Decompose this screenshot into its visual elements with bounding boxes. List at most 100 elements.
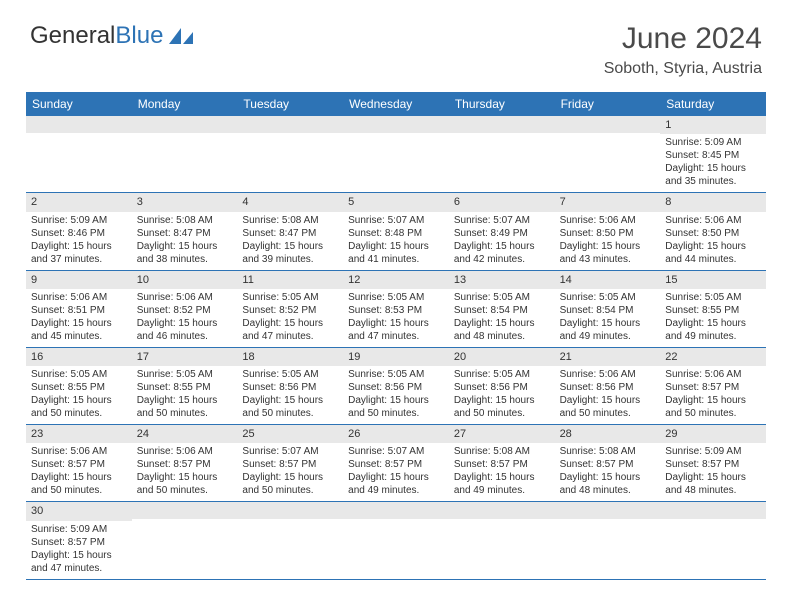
day-number: 4	[237, 193, 343, 211]
day-number: 3	[132, 193, 238, 211]
day-number	[132, 116, 238, 133]
sunrise-line: Sunrise: 5:09 AM	[31, 523, 127, 536]
page-title: June 2024	[604, 22, 762, 56]
sail-icon	[167, 26, 195, 46]
sunset-line: Sunset: 8:46 PM	[31, 227, 127, 240]
header: GeneralBlue June 2024 Soboth, Styria, Au…	[0, 0, 792, 86]
daylight-line: Daylight: 15 hours and 50 minutes.	[137, 394, 233, 420]
sunrise-line: Sunrise: 5:07 AM	[454, 214, 550, 227]
calendar-day: 9Sunrise: 5:06 AMSunset: 8:51 PMDaylight…	[26, 271, 132, 347]
calendar-day: 1Sunrise: 5:09 AMSunset: 8:45 PMDaylight…	[660, 116, 766, 192]
sunset-line: Sunset: 8:57 PM	[665, 381, 761, 394]
calendar-empty-cell	[555, 116, 661, 192]
day-number: 18	[237, 348, 343, 366]
day-number: 1	[660, 116, 766, 134]
day-number	[237, 116, 343, 133]
day-number	[132, 502, 238, 519]
calendar-day: 24Sunrise: 5:06 AMSunset: 8:57 PMDayligh…	[132, 425, 238, 501]
sunrise-line: Sunrise: 5:08 AM	[560, 445, 656, 458]
day-number: 19	[343, 348, 449, 366]
calendar-day: 5Sunrise: 5:07 AMSunset: 8:48 PMDaylight…	[343, 193, 449, 269]
day-number: 5	[343, 193, 449, 211]
calendar-week: 23Sunrise: 5:06 AMSunset: 8:57 PMDayligh…	[26, 425, 766, 502]
day-header-cell: Wednesday	[343, 92, 449, 116]
sunset-line: Sunset: 8:56 PM	[242, 381, 338, 394]
daylight-line: Daylight: 15 hours and 50 minutes.	[665, 394, 761, 420]
daylight-line: Daylight: 15 hours and 35 minutes.	[665, 162, 761, 188]
calendar-empty-cell	[660, 502, 766, 578]
logo-part2: Blue	[115, 22, 163, 50]
sunrise-line: Sunrise: 5:05 AM	[348, 368, 444, 381]
calendar-day: 11Sunrise: 5:05 AMSunset: 8:52 PMDayligh…	[237, 271, 343, 347]
sunset-line: Sunset: 8:56 PM	[560, 381, 656, 394]
day-number: 15	[660, 271, 766, 289]
day-number: 17	[132, 348, 238, 366]
sunrise-line: Sunrise: 5:07 AM	[348, 214, 444, 227]
daylight-line: Daylight: 15 hours and 48 minutes.	[454, 317, 550, 343]
day-number: 23	[26, 425, 132, 443]
daylight-line: Daylight: 15 hours and 43 minutes.	[560, 240, 656, 266]
daylight-line: Daylight: 15 hours and 47 minutes.	[31, 549, 127, 575]
sunrise-line: Sunrise: 5:06 AM	[137, 291, 233, 304]
sunset-line: Sunset: 8:55 PM	[137, 381, 233, 394]
title-block: June 2024 Soboth, Styria, Austria	[604, 22, 762, 78]
day-number	[343, 502, 449, 519]
sunset-line: Sunset: 8:50 PM	[665, 227, 761, 240]
calendar-day: 4Sunrise: 5:08 AMSunset: 8:47 PMDaylight…	[237, 193, 343, 269]
day-number: 11	[237, 271, 343, 289]
sunset-line: Sunset: 8:57 PM	[454, 458, 550, 471]
calendar-day: 12Sunrise: 5:05 AMSunset: 8:53 PMDayligh…	[343, 271, 449, 347]
day-number	[26, 116, 132, 133]
daylight-line: Daylight: 15 hours and 49 minutes.	[348, 471, 444, 497]
sunrise-line: Sunrise: 5:05 AM	[242, 291, 338, 304]
sunset-line: Sunset: 8:54 PM	[454, 304, 550, 317]
day-number: 30	[26, 502, 132, 520]
calendar-empty-cell	[237, 116, 343, 192]
sunrise-line: Sunrise: 5:06 AM	[31, 291, 127, 304]
calendar-day: 17Sunrise: 5:05 AMSunset: 8:55 PMDayligh…	[132, 348, 238, 424]
sunset-line: Sunset: 8:57 PM	[560, 458, 656, 471]
day-number: 25	[237, 425, 343, 443]
day-number: 14	[555, 271, 661, 289]
sunrise-line: Sunrise: 5:06 AM	[137, 445, 233, 458]
sunrise-line: Sunrise: 5:06 AM	[560, 214, 656, 227]
daylight-line: Daylight: 15 hours and 47 minutes.	[348, 317, 444, 343]
calendar-day: 6Sunrise: 5:07 AMSunset: 8:49 PMDaylight…	[449, 193, 555, 269]
sunset-line: Sunset: 8:55 PM	[31, 381, 127, 394]
calendar-day: 23Sunrise: 5:06 AMSunset: 8:57 PMDayligh…	[26, 425, 132, 501]
calendar-day: 3Sunrise: 5:08 AMSunset: 8:47 PMDaylight…	[132, 193, 238, 269]
calendar-empty-cell	[449, 502, 555, 578]
calendar-week: 2Sunrise: 5:09 AMSunset: 8:46 PMDaylight…	[26, 193, 766, 270]
calendar-day: 18Sunrise: 5:05 AMSunset: 8:56 PMDayligh…	[237, 348, 343, 424]
sunrise-line: Sunrise: 5:06 AM	[560, 368, 656, 381]
calendar-empty-cell	[343, 502, 449, 578]
calendar-week: 16Sunrise: 5:05 AMSunset: 8:55 PMDayligh…	[26, 348, 766, 425]
sunrise-line: Sunrise: 5:09 AM	[665, 445, 761, 458]
daylight-line: Daylight: 15 hours and 48 minutes.	[560, 471, 656, 497]
day-number: 7	[555, 193, 661, 211]
sunset-line: Sunset: 8:57 PM	[242, 458, 338, 471]
calendar-day: 22Sunrise: 5:06 AMSunset: 8:57 PMDayligh…	[660, 348, 766, 424]
calendar-week: 9Sunrise: 5:06 AMSunset: 8:51 PMDaylight…	[26, 271, 766, 348]
logo: GeneralBlue	[30, 22, 195, 50]
calendar-day: 15Sunrise: 5:05 AMSunset: 8:55 PMDayligh…	[660, 271, 766, 347]
sunrise-line: Sunrise: 5:05 AM	[560, 291, 656, 304]
day-number	[660, 502, 766, 519]
day-header-cell: Saturday	[660, 92, 766, 116]
calendar-day: 25Sunrise: 5:07 AMSunset: 8:57 PMDayligh…	[237, 425, 343, 501]
sunset-line: Sunset: 8:49 PM	[454, 227, 550, 240]
day-number: 10	[132, 271, 238, 289]
daylight-line: Daylight: 15 hours and 50 minutes.	[560, 394, 656, 420]
day-number: 24	[132, 425, 238, 443]
sunrise-line: Sunrise: 5:09 AM	[665, 136, 761, 149]
sunrise-line: Sunrise: 5:06 AM	[665, 368, 761, 381]
sunrise-line: Sunrise: 5:05 AM	[348, 291, 444, 304]
daylight-line: Daylight: 15 hours and 50 minutes.	[454, 394, 550, 420]
calendar-empty-cell	[132, 502, 238, 578]
calendar-day: 26Sunrise: 5:07 AMSunset: 8:57 PMDayligh…	[343, 425, 449, 501]
sunset-line: Sunset: 8:52 PM	[137, 304, 233, 317]
day-number	[237, 502, 343, 519]
calendar-day: 27Sunrise: 5:08 AMSunset: 8:57 PMDayligh…	[449, 425, 555, 501]
calendar-day: 20Sunrise: 5:05 AMSunset: 8:56 PMDayligh…	[449, 348, 555, 424]
calendar-empty-cell	[132, 116, 238, 192]
